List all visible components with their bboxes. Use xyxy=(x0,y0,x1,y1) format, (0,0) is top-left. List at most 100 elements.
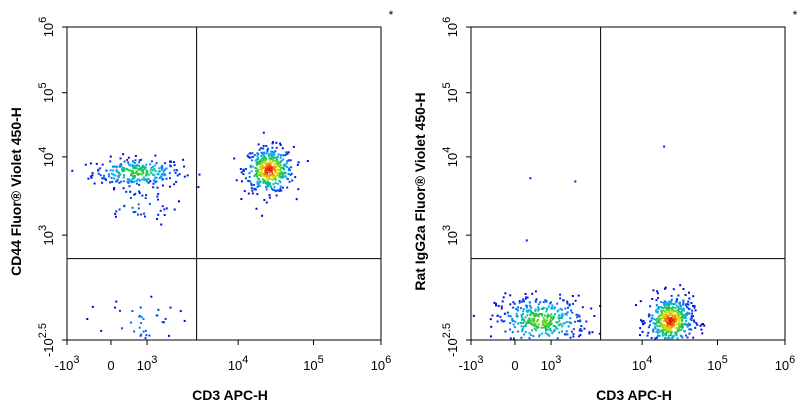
data-point xyxy=(109,160,112,163)
data-point xyxy=(512,337,515,340)
data-point xyxy=(274,178,277,181)
data-point xyxy=(692,315,695,318)
data-point xyxy=(148,173,151,176)
data-point xyxy=(641,330,644,333)
data-point xyxy=(530,321,533,324)
data-point xyxy=(531,318,534,321)
data-point xyxy=(667,322,670,325)
data-point xyxy=(263,179,266,182)
data-point xyxy=(674,319,677,322)
data-point xyxy=(578,329,581,332)
data-point xyxy=(671,335,674,338)
data-point xyxy=(515,308,518,310)
data-point xyxy=(271,172,274,175)
data-point xyxy=(163,214,166,216)
data-point xyxy=(113,188,115,191)
data-point xyxy=(661,311,663,314)
data-point xyxy=(279,144,282,146)
data-point xyxy=(275,141,278,144)
data-point xyxy=(160,168,163,171)
data-point xyxy=(263,175,266,177)
data-point xyxy=(112,173,115,176)
data-point xyxy=(262,159,265,162)
data-point xyxy=(114,174,117,177)
data-point xyxy=(665,314,668,317)
data-point xyxy=(542,326,545,329)
data-point xyxy=(523,319,525,321)
data-point xyxy=(536,326,539,329)
data-point xyxy=(131,206,134,209)
data-point xyxy=(274,156,277,159)
data-point xyxy=(275,194,278,197)
data-point xyxy=(247,179,250,182)
data-point xyxy=(640,319,642,322)
data-point xyxy=(566,300,569,303)
data-point xyxy=(252,184,255,186)
data-point xyxy=(297,161,300,164)
data-point xyxy=(671,303,674,305)
data-point xyxy=(158,177,161,180)
data-point xyxy=(530,310,533,313)
data-point xyxy=(150,295,153,298)
data-point xyxy=(509,315,512,318)
data-point xyxy=(683,329,686,332)
data-point xyxy=(278,175,280,178)
data-point xyxy=(139,334,142,337)
data-point xyxy=(132,211,135,214)
data-point xyxy=(115,168,118,171)
data-point xyxy=(152,186,155,189)
data-point xyxy=(164,173,167,176)
data-point xyxy=(116,171,119,174)
x-tick-label: 106 xyxy=(371,354,392,373)
data-point xyxy=(169,177,171,180)
data-point xyxy=(265,157,268,160)
data-point xyxy=(542,301,545,304)
data-point xyxy=(546,316,549,319)
data-point xyxy=(277,153,280,156)
data-point xyxy=(657,315,660,318)
data-point xyxy=(282,158,285,161)
data-point xyxy=(148,202,151,205)
data-point xyxy=(138,190,141,193)
data-point xyxy=(501,320,504,323)
data-point xyxy=(247,156,250,158)
data-point xyxy=(139,306,142,309)
data-point xyxy=(527,321,530,324)
data-point xyxy=(137,203,140,206)
data-point xyxy=(558,314,561,317)
data-point xyxy=(115,210,118,213)
data-point xyxy=(547,328,550,331)
data-point xyxy=(150,160,153,163)
data-point xyxy=(255,207,258,210)
data-point xyxy=(259,161,261,164)
data-point xyxy=(256,175,258,178)
data-point xyxy=(549,329,552,332)
data-point xyxy=(500,307,503,310)
data-point xyxy=(545,322,548,325)
data-point xyxy=(123,174,126,177)
data-point xyxy=(261,174,264,177)
data-point xyxy=(561,330,563,333)
data-point xyxy=(158,167,161,170)
data-point xyxy=(121,170,124,173)
data-point xyxy=(279,169,282,172)
data-point xyxy=(173,164,176,167)
data-point xyxy=(560,323,563,326)
data-point xyxy=(656,325,659,327)
data-point xyxy=(675,334,678,337)
data-point xyxy=(649,320,651,323)
data-point xyxy=(682,302,685,304)
data-point xyxy=(278,171,281,174)
data-point xyxy=(537,315,540,318)
data-point xyxy=(676,311,679,314)
data-point xyxy=(662,309,665,312)
data-point xyxy=(150,172,153,174)
data-point xyxy=(120,180,123,183)
data-point xyxy=(680,324,683,327)
data-point xyxy=(550,316,553,319)
data-point xyxy=(660,324,662,327)
data-point xyxy=(493,301,496,304)
data-point xyxy=(516,306,519,309)
data-point xyxy=(115,300,118,303)
y-tick-label: 106 xyxy=(441,17,460,38)
